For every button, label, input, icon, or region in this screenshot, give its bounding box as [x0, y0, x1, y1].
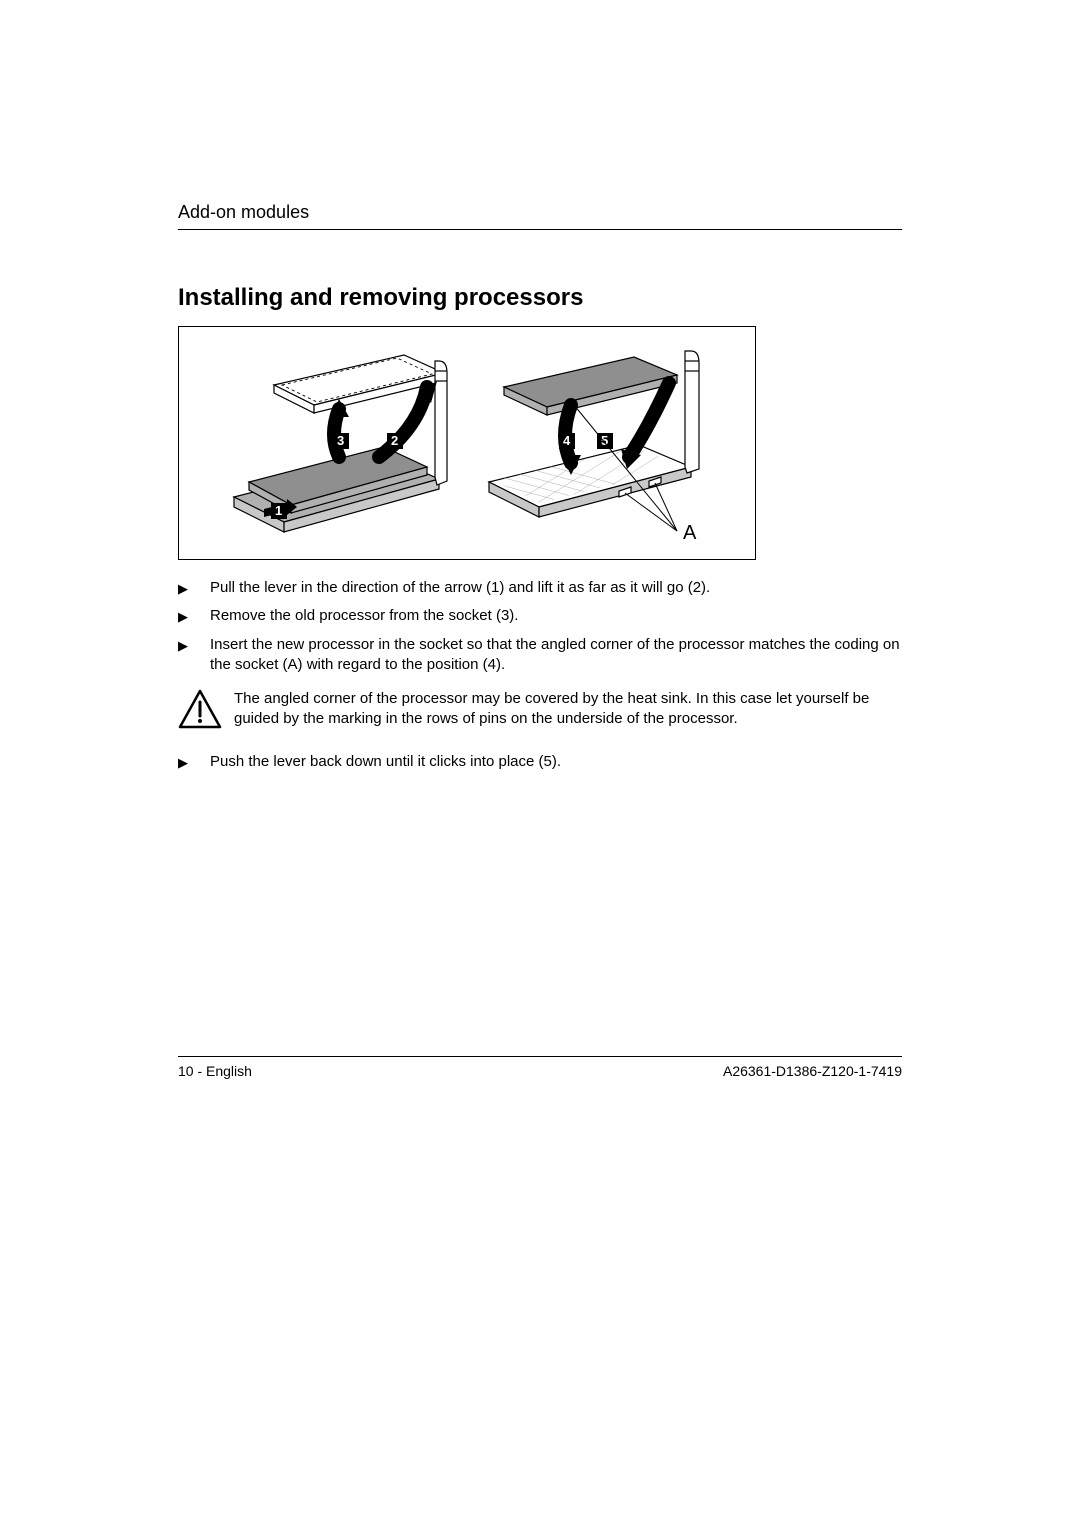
- bullet-icon: ▶: [178, 635, 210, 676]
- figure-label-A: A: [683, 522, 697, 544]
- instruction-steps-after: ▶ Push the lever back down until it clic…: [178, 752, 902, 772]
- page: Add-on modules Installing and removing p…: [0, 0, 1080, 1528]
- instruction-steps: ▶ Pull the lever in the direction of the…: [178, 578, 902, 675]
- svg-text:4: 4: [563, 433, 571, 448]
- footer-page: 10 - English: [178, 1063, 252, 1079]
- bullet-icon: ▶: [178, 752, 210, 772]
- step-item: ▶ Pull the lever in the direction of the…: [178, 578, 902, 598]
- step-item: ▶ Push the lever back down until it clic…: [178, 752, 902, 772]
- section-title: Installing and removing processors: [178, 284, 902, 312]
- step-item: ▶ Remove the old processor from the sock…: [178, 606, 902, 626]
- footer-rule: [178, 1056, 902, 1057]
- svg-text:1: 1: [275, 503, 282, 518]
- svg-text:3: 3: [337, 433, 344, 448]
- caution-block: The angled corner of the processor may b…: [178, 689, 902, 734]
- caution-icon: [178, 689, 228, 734]
- step-text: Pull the lever in the direction of the a…: [210, 578, 902, 598]
- header-rule: [178, 229, 902, 230]
- svg-text:2: 2: [391, 433, 398, 448]
- breadcrumb: Add-on modules: [178, 202, 902, 223]
- step-item: ▶ Insert the new processor in the socket…: [178, 635, 902, 676]
- figure-svg: 3 2 1: [179, 327, 755, 559]
- step-text: Push the lever back down until it clicks…: [210, 752, 902, 772]
- step-text: Insert the new processor in the socket s…: [210, 635, 902, 676]
- caution-text: The angled corner of the processor may b…: [228, 689, 902, 730]
- bullet-icon: ▶: [178, 606, 210, 626]
- footer-docid: A26361-D1386-Z120-1-7419: [723, 1063, 902, 1079]
- step-text: Remove the old processor from the socket…: [210, 606, 902, 626]
- processor-figure: 3 2 1: [178, 326, 756, 560]
- page-footer: 10 - English A26361-D1386-Z120-1-7419: [178, 1056, 902, 1079]
- bullet-icon: ▶: [178, 578, 210, 598]
